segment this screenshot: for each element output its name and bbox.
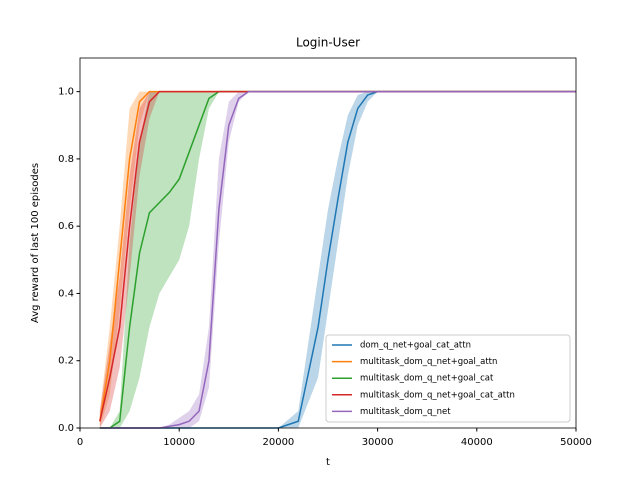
confidence-band (99, 91, 576, 429)
confidence-band (99, 91, 576, 429)
x-axis-label: t (326, 457, 330, 468)
confidence-band (99, 91, 576, 429)
x-tick-label: 20000 (262, 437, 294, 448)
y-tick-label: 0.0 (58, 423, 74, 434)
legend-label: multitask_dom_q_net+goal_attn (360, 357, 497, 367)
y-tick-label: 0.6 (58, 221, 74, 232)
x-tick-label: 0 (77, 437, 83, 448)
legend-label: dom_q_net+goal_cat_attn (360, 341, 471, 351)
x-tick-label: 10000 (163, 437, 195, 448)
chart-title: Login-User (296, 36, 360, 50)
x-tick-label: 30000 (362, 437, 394, 448)
x-tick-label: 50000 (560, 437, 592, 448)
legend-label: multitask_dom_q_net+goal_cat_attn (360, 390, 515, 400)
y-tick-label: 0.8 (58, 154, 74, 165)
y-tick-label: 0.4 (58, 288, 74, 299)
y-tick-label: 0.2 (58, 356, 74, 367)
legend-label: multitask_dom_q_net+goal_cat (360, 374, 494, 384)
plot-frame (79, 57, 577, 429)
y-axis-label: Avg reward of last 100 episodes (30, 163, 41, 323)
y-tick-label: 1.0 (58, 87, 74, 98)
legend-box (325, 334, 571, 423)
legend-label: multitask_dom_q_net (360, 407, 451, 417)
x-tick-label: 40000 (461, 437, 493, 448)
